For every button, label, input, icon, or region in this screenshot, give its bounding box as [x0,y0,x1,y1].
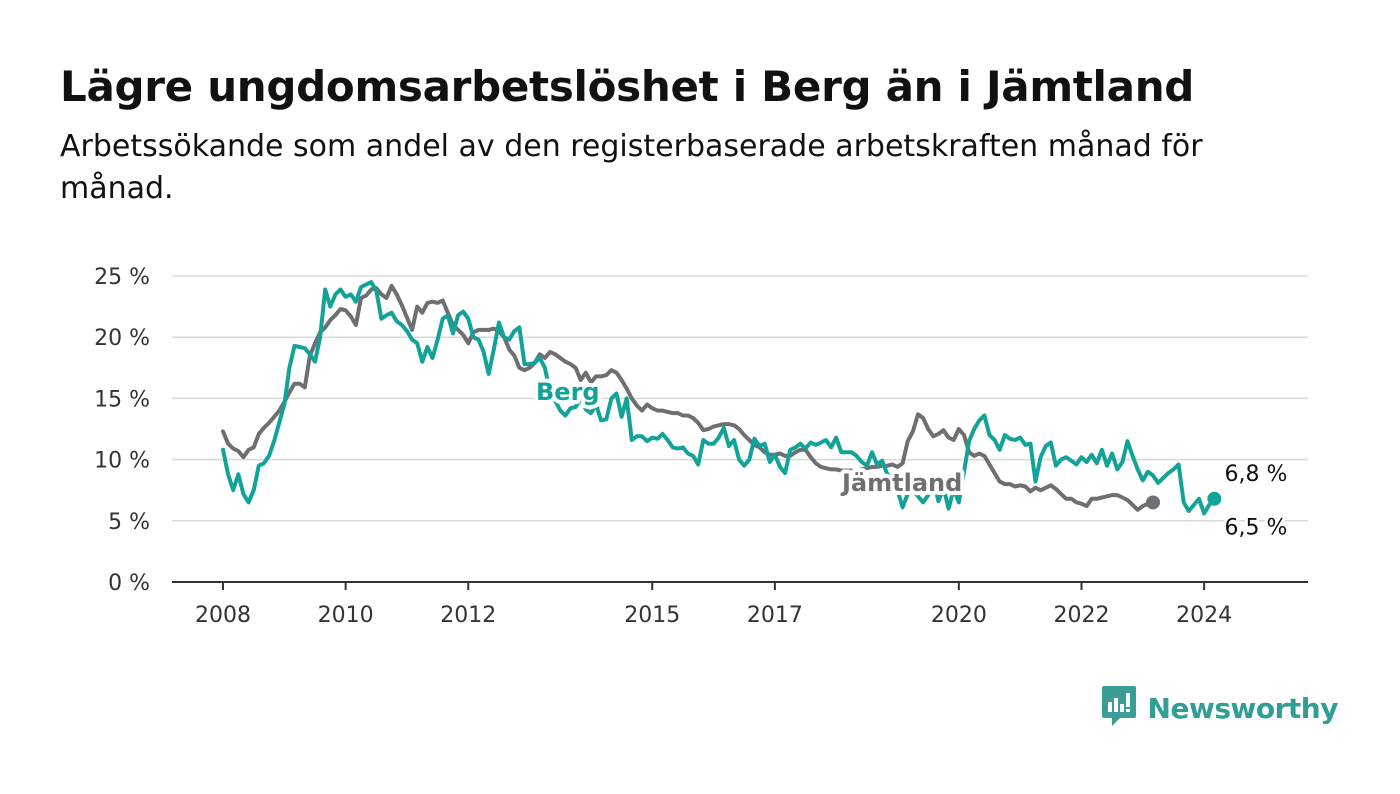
end-point-berg [1207,491,1222,506]
y-tick-label: 25 % [94,265,150,290]
y-tick-label: 20 % [94,326,150,351]
series-label-berg: Berg [536,378,600,406]
chart-subtitle: Arbetssökande som andel av den registerb… [60,129,1203,206]
series-line-berg [221,280,1217,516]
y-axis: 0 % 5 % 10 % 15 % 20 % 25 % [94,265,150,596]
x-tick-label: 2020 [931,603,987,628]
y-tick-label: 5 % [108,510,150,535]
x-tick-label: 2008 [195,603,251,628]
x-tick-label: 2015 [624,603,680,628]
series-lines [221,280,1222,516]
x-axis: 2008 2010 2012 2015 2017 2020 2022 2024 [195,582,1232,628]
newsworthy-brand[interactable]: Newsworthy [1100,684,1339,732]
series-label-j-mtland: Jämtland [840,469,962,497]
x-tick-label: 2024 [1176,603,1232,628]
end-value-label-berg: 6,8 % [1225,462,1288,487]
chart-title: Lägre ungdomsarbetslöshet i Berg än i Jä… [60,62,1195,111]
series-label-halo: Jämtland [840,469,962,497]
y-tick-label: 15 % [94,387,150,412]
x-tick-label: 2010 [318,603,374,628]
end-value-label-halo: 6,8 % [1225,462,1288,487]
brand-name: Newsworthy [1147,691,1339,725]
y-tick-label: 0 % [108,571,150,596]
x-tick-label: 2012 [440,603,496,628]
y-tick-label: 10 % [94,449,150,474]
x-tick-label: 2022 [1053,603,1109,628]
x-tick-label: 2017 [747,603,803,628]
newsworthy-logo-icon [1100,684,1138,732]
end-point-j-mtland [1146,495,1161,510]
end-value-label-halo: 6,5 % [1225,515,1288,540]
gridlines [172,275,1308,583]
series-label-halo: Berg [536,378,600,406]
end-value-label-j-mtland: 6,5 % [1225,515,1288,540]
